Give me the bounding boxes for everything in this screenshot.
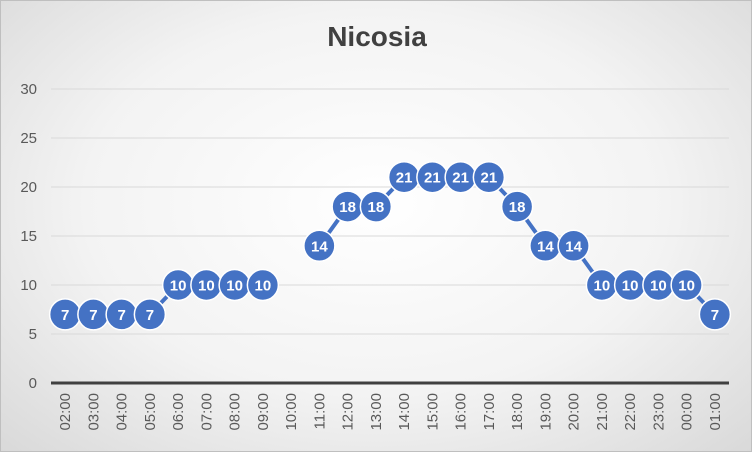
data-label: 10	[678, 278, 695, 295]
x-tick-label: 01:00	[707, 393, 724, 431]
x-tick-label: 15:00	[424, 393, 441, 431]
x-tick-label: 10:00	[283, 393, 300, 431]
x-tick-label: 08:00	[227, 393, 244, 431]
data-label: 21	[424, 170, 441, 187]
data-label: 10	[622, 278, 639, 295]
data-label: 7	[117, 307, 125, 324]
y-tick-label: 0	[29, 375, 37, 392]
y-tick-label: 30	[20, 81, 37, 98]
x-tick-label: 06:00	[170, 393, 187, 431]
x-tick-label: 12:00	[340, 393, 357, 431]
data-label: 14	[565, 238, 582, 255]
data-label: 10	[198, 278, 215, 295]
data-label: 7	[146, 307, 154, 324]
x-tick-label: 16:00	[453, 393, 470, 431]
data-point	[303, 229, 336, 263]
data-label: 18	[339, 199, 356, 216]
x-tick-label: 21:00	[594, 393, 611, 431]
data-point	[698, 298, 732, 331]
data-label: 10	[226, 278, 243, 295]
data-label: 21	[452, 170, 469, 187]
data-label: 10	[594, 278, 611, 295]
data-label: 10	[255, 278, 272, 295]
x-tick-label: 02:00	[57, 393, 74, 431]
y-tick-label: 15	[20, 228, 37, 245]
data-point	[557, 229, 590, 263]
data-label: 14	[537, 238, 554, 255]
x-tick-label: 17:00	[481, 393, 498, 431]
y-tick-label: 10	[20, 277, 37, 294]
x-tick-label: 09:00	[255, 393, 272, 431]
x-tick-label: 03:00	[85, 393, 102, 431]
data-point	[670, 268, 703, 302]
x-tick-label: 05:00	[142, 393, 159, 431]
data-label: 7	[61, 307, 69, 324]
x-tick-label: 11:00	[311, 393, 328, 429]
data-label: 14	[311, 238, 328, 255]
x-tick-label: 23:00	[650, 393, 667, 431]
data-label: 10	[170, 278, 187, 295]
x-tick-label: 04:00	[114, 393, 131, 431]
data-point	[472, 160, 506, 194]
x-tick-label: 19:00	[537, 393, 554, 431]
data-label: 21	[481, 170, 498, 187]
x-tick-label: 07:00	[198, 393, 215, 431]
data-label: 21	[396, 170, 413, 187]
x-tick-label: 18:00	[509, 393, 526, 431]
data-point	[359, 190, 393, 223]
chart-title: Nicosia	[327, 21, 427, 52]
data-label: 18	[368, 199, 385, 216]
y-tick-label: 25	[20, 130, 37, 147]
y-tick-label: 20	[20, 179, 37, 196]
data-point	[246, 268, 280, 302]
data-point	[133, 298, 167, 331]
data-point	[500, 190, 534, 223]
data-label: 7	[711, 307, 719, 324]
x-tick-label: 20:00	[566, 393, 583, 431]
x-tick-label: 22:00	[622, 393, 639, 431]
data-label: 7	[89, 307, 97, 324]
y-tick-label: 5	[29, 326, 37, 343]
x-tick-label: 13:00	[368, 393, 385, 431]
x-tick-label: 00:00	[679, 393, 696, 431]
data-label: 10	[650, 278, 667, 295]
x-tick-label: 14:00	[396, 393, 413, 431]
data-label: 18	[509, 199, 526, 216]
